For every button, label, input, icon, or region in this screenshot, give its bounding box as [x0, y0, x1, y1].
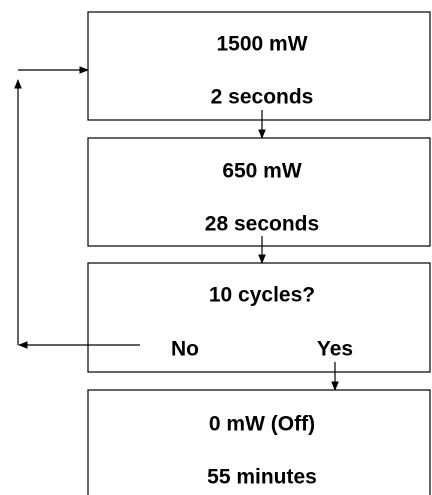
step-box	[87, 137, 431, 247]
node-text: 0 mW (Off)	[209, 413, 315, 436]
branch-label: No	[171, 338, 199, 361]
node-text: 10 cycles?	[209, 284, 315, 307]
decision-box	[87, 262, 431, 373]
node-text: 55 minutes	[207, 466, 317, 489]
step-box	[87, 389, 431, 495]
step-box	[87, 11, 431, 121]
node-text: 2 seconds	[211, 86, 314, 109]
node-text: 28 seconds	[205, 213, 319, 236]
node-text: 650 mW	[222, 160, 302, 183]
branch-label: Yes	[317, 338, 353, 361]
node-text: 1500 mW	[216, 33, 307, 56]
